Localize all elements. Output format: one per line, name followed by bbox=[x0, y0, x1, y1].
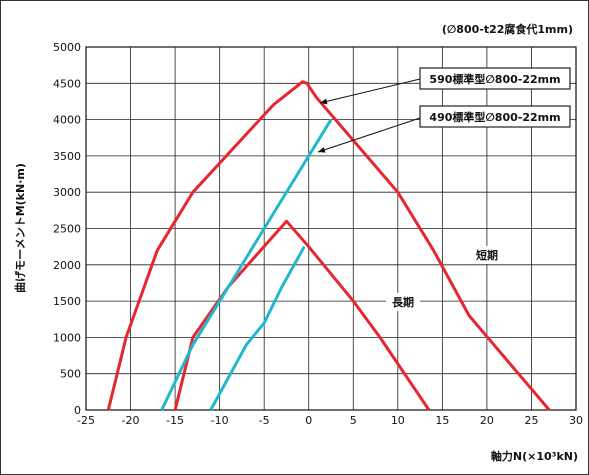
chart-title: (∅800-t22腐食代1mm) bbox=[442, 22, 573, 36]
series-layer bbox=[106, 80, 551, 411]
x-tick-label-2: -15 bbox=[166, 414, 184, 427]
label-long-term: 長期 bbox=[386, 293, 420, 311]
x-tick-label-8: 15 bbox=[435, 414, 449, 427]
series-1-line-0 bbox=[160, 118, 333, 411]
y-tick-label-5: 2500 bbox=[53, 223, 81, 236]
label-short-term-bg bbox=[470, 246, 504, 264]
x-tick-label-4: -5 bbox=[259, 414, 270, 427]
y-tick-label-9: 4500 bbox=[53, 77, 81, 90]
x-tick-label-7: 10 bbox=[391, 414, 405, 427]
x-tick-label-1: -20 bbox=[122, 414, 140, 427]
x-tick-label-5: 0 bbox=[305, 414, 312, 427]
y-tick-label-6: 3000 bbox=[53, 186, 81, 199]
callout-490-arrow bbox=[317, 117, 421, 153]
x-tick-label-0: -25 bbox=[77, 414, 95, 427]
series-0-line-0 bbox=[106, 80, 551, 411]
callout-490: 490標準型∅800-22mm bbox=[317, 105, 571, 153]
x-axis-label: 軸力N(×10³kN) bbox=[491, 449, 578, 463]
callout-490-label: 490標準型∅800-22mm bbox=[429, 110, 560, 124]
y-tick-label-10: 5000 bbox=[53, 41, 81, 54]
series-1-line-1 bbox=[209, 245, 306, 411]
x-tick-label-11: 30 bbox=[569, 414, 583, 427]
label-long-term-text: 長期 bbox=[392, 295, 414, 309]
y-tick-label-7: 3500 bbox=[53, 150, 81, 163]
callout-590-label: 590標準型∅800-22mm bbox=[429, 72, 560, 86]
callout-590-arrow bbox=[319, 78, 421, 105]
series-0-line-1 bbox=[173, 219, 431, 411]
y-axis-label: 曲げモーメントM(kN·m) bbox=[13, 163, 27, 293]
x-tick-label-9: 20 bbox=[480, 414, 494, 427]
label-short-term: 短期 bbox=[470, 246, 504, 264]
callout-590-box bbox=[419, 67, 571, 90]
label-short-term-text: 短期 bbox=[476, 248, 498, 262]
tick-labels: -25 -20 -15 -10 -5 0 5 10 15 20 25 30 0 500 1000 1500 20… bbox=[53, 41, 583, 427]
y-tick-label-4: 2000 bbox=[53, 259, 81, 272]
plot-border bbox=[85, 46, 577, 411]
x-tick-label-10: 25 bbox=[524, 414, 538, 427]
y-tick-label-2: 1000 bbox=[53, 331, 81, 344]
label-long-term-bg bbox=[386, 293, 420, 311]
x-tick-label-3: -10 bbox=[211, 414, 229, 427]
y-tick-label-0: 0 bbox=[74, 404, 81, 417]
callout-590: 590標準型∅800-22mm bbox=[319, 67, 571, 105]
y-tick-label-3: 1500 bbox=[53, 295, 81, 308]
callout-490-box bbox=[419, 105, 571, 128]
y-tick-label-1: 500 bbox=[60, 368, 81, 381]
y-tick-label-8: 4000 bbox=[53, 114, 81, 127]
x-tick-label-6: 5 bbox=[350, 414, 357, 427]
